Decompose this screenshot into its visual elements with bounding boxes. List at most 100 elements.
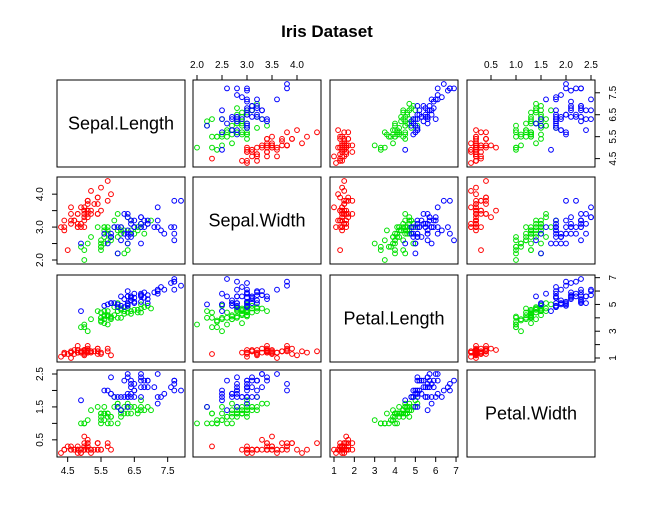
data-point-s1-18 bbox=[121, 250, 128, 257]
data-point-s1-12 bbox=[204, 420, 210, 427]
data-point-s2-21 bbox=[101, 302, 108, 309]
data-point-s2-40 bbox=[424, 107, 431, 114]
data-point-s2-10 bbox=[131, 217, 138, 224]
data-point-s2-11 bbox=[418, 234, 425, 240]
data-point-s2-21 bbox=[410, 131, 417, 138]
data-point-s2-49 bbox=[414, 394, 421, 400]
data-point-s2-13 bbox=[563, 129, 569, 136]
data-point-s2-13 bbox=[104, 387, 111, 394]
data-point-s0-14 bbox=[335, 127, 342, 134]
data-point-s0-16 bbox=[289, 440, 295, 447]
data-point-s1-40 bbox=[224, 309, 230, 316]
data-point-s0-13 bbox=[244, 450, 250, 456]
tick-label: 6 bbox=[433, 466, 439, 477]
data-point-s0-15 bbox=[104, 348, 111, 355]
y-axis-right-petal-length: 1 3 5 7 bbox=[594, 274, 619, 361]
data-point-s2-49 bbox=[111, 300, 118, 307]
data-point-s1-35 bbox=[114, 400, 121, 407]
data-point-s2-16 bbox=[131, 294, 138, 301]
data-point-s0-45 bbox=[74, 443, 81, 450]
data-point-s0-21 bbox=[84, 201, 91, 207]
data-point-s2-22 bbox=[563, 278, 569, 285]
tick-label: 1.5 bbox=[35, 400, 46, 414]
data-point-s0-26 bbox=[81, 211, 88, 217]
data-point-s1-47 bbox=[528, 310, 534, 317]
data-point-s2-19 bbox=[114, 301, 121, 308]
data-point-s2-5 bbox=[168, 384, 174, 391]
data-point-s0-45 bbox=[339, 224, 346, 231]
tick-label: 2.0 bbox=[35, 253, 46, 267]
data-point-s2-19 bbox=[412, 404, 419, 410]
data-point-s2-6 bbox=[548, 146, 554, 153]
data-point-s2-45 bbox=[578, 107, 584, 114]
data-point-s2-46 bbox=[124, 240, 131, 247]
data-point-s2-9 bbox=[274, 371, 280, 377]
data-point-s1-39 bbox=[392, 410, 398, 417]
data-point-s2-30 bbox=[234, 286, 240, 293]
data-point-s2-32 bbox=[128, 381, 134, 387]
data-point-s2-4 bbox=[244, 381, 250, 387]
data-point-s0-36 bbox=[337, 133, 344, 140]
data-point-s0-23 bbox=[488, 214, 494, 221]
data-point-s2-25 bbox=[154, 288, 161, 295]
data-point-s2-27 bbox=[118, 394, 124, 400]
data-point-s1-43 bbox=[513, 324, 519, 331]
tick-label: 3 bbox=[608, 328, 619, 334]
data-point-s0-8 bbox=[239, 349, 245, 356]
tick-label: 2 bbox=[352, 466, 358, 477]
data-point-s0-38 bbox=[473, 224, 479, 231]
data-point-s1-37 bbox=[124, 309, 131, 316]
data-point-s2-40 bbox=[424, 220, 431, 227]
data-point-s1-26 bbox=[234, 105, 240, 111]
data-point-s1-10 bbox=[381, 257, 388, 263]
data-point-s2-18 bbox=[224, 377, 230, 384]
data-point-s0-10 bbox=[279, 136, 285, 142]
data-point-s0-33 bbox=[339, 184, 346, 191]
data-point-s1-15 bbox=[138, 407, 144, 414]
data-point-s1-35 bbox=[543, 211, 549, 217]
data-point-s0-42 bbox=[61, 217, 68, 224]
panel-frame bbox=[192, 369, 322, 458]
data-point-s2-21 bbox=[563, 131, 569, 138]
data-point-s2-19 bbox=[114, 404, 121, 410]
data-point-s0-45 bbox=[244, 349, 250, 356]
data-point-s0-41 bbox=[478, 155, 484, 162]
data-point-s1-6 bbox=[543, 214, 549, 221]
data-point-s1-49 bbox=[528, 129, 534, 136]
data-point-s2-42 bbox=[229, 300, 235, 307]
data-point-s2-8 bbox=[553, 240, 559, 247]
data-point-s2-25 bbox=[254, 394, 260, 400]
data-point-s1-25 bbox=[134, 407, 141, 414]
data-point-s0-32 bbox=[468, 188, 474, 194]
data-point-s2-17 bbox=[447, 381, 453, 387]
data-point-s1-3 bbox=[392, 247, 398, 254]
data-point-s1-31 bbox=[386, 133, 392, 140]
data-point-s0-48 bbox=[341, 138, 348, 145]
data-point-s0-32 bbox=[299, 450, 305, 456]
data-point-s0-36 bbox=[98, 207, 104, 214]
data-point-s2-15 bbox=[128, 377, 134, 384]
data-point-s1-27 bbox=[138, 397, 144, 404]
data-point-s1-42 bbox=[224, 314, 230, 321]
data-point-s1-31 bbox=[214, 420, 220, 427]
data-point-s0-23 bbox=[84, 214, 91, 221]
data-point-s0-26 bbox=[81, 440, 88, 447]
diagonal-label-petal-width: Petal.Width bbox=[485, 404, 577, 424]
data-point-s2-15 bbox=[418, 377, 425, 384]
data-point-s2-7 bbox=[158, 394, 164, 400]
data-point-s2-41 bbox=[144, 300, 151, 307]
data-point-s2-30 bbox=[558, 230, 564, 237]
y-axis-left-sepal-width: 2.0 3.0 4.0 bbox=[35, 187, 58, 267]
data-point-s1-27 bbox=[244, 397, 250, 404]
data-point-s1-35 bbox=[264, 400, 270, 407]
data-point-s1-12 bbox=[114, 420, 121, 427]
panel-petal-length-vs-sepal-width bbox=[329, 176, 459, 265]
data-point-s0-48 bbox=[91, 446, 98, 453]
data-point-s1-1 bbox=[538, 217, 544, 224]
data-point-s2-46 bbox=[124, 301, 131, 308]
data-point-s1-43 bbox=[209, 324, 215, 331]
data-point-s1-20 bbox=[111, 217, 118, 224]
data-point-s2-33 bbox=[414, 230, 421, 237]
data-point-s2-0 bbox=[124, 214, 131, 221]
data-point-s2-17 bbox=[284, 278, 290, 285]
